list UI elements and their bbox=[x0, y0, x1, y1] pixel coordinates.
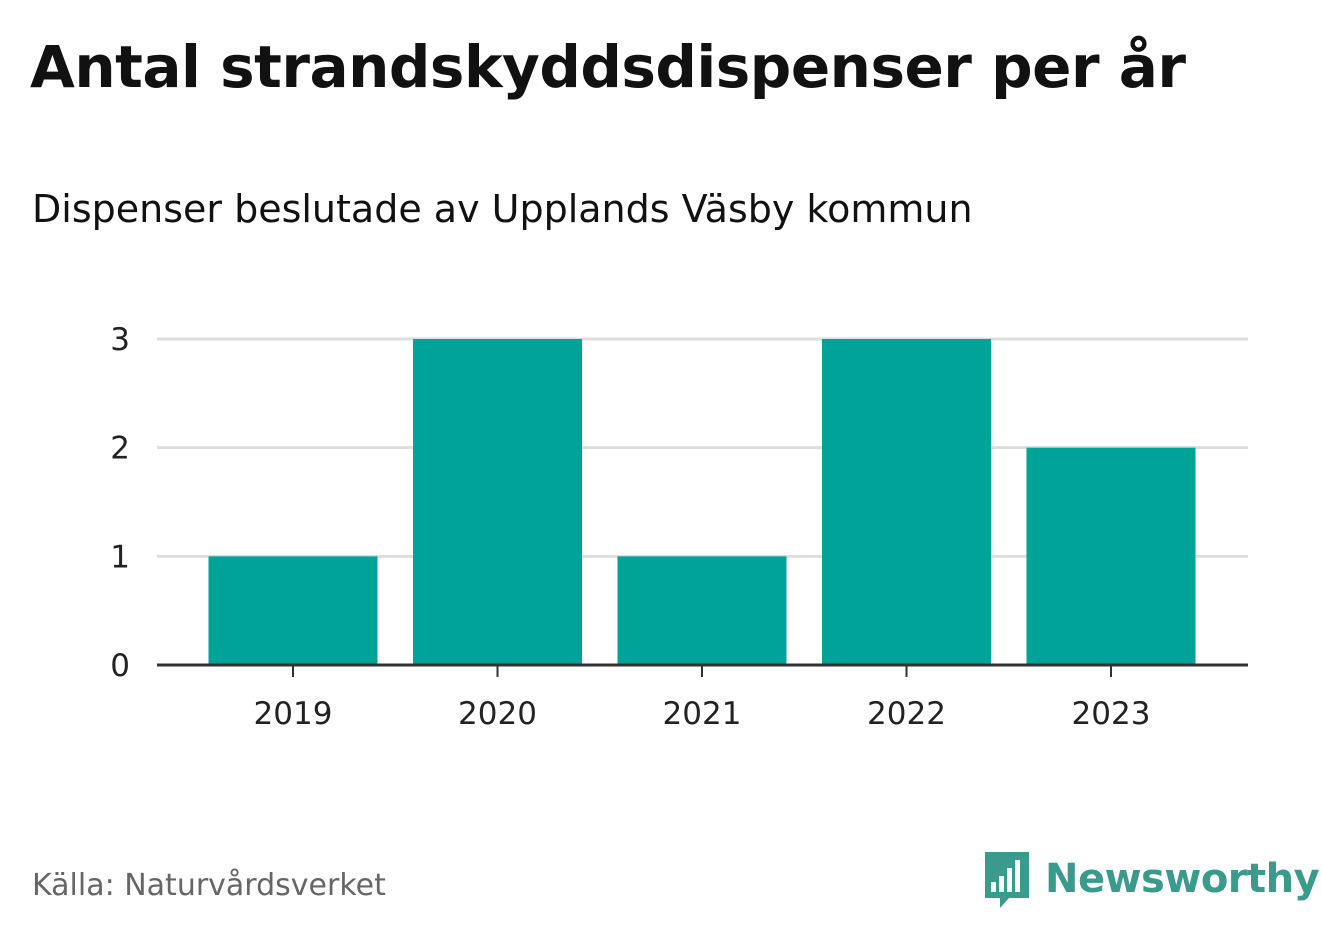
x-tick-label: 2020 bbox=[458, 696, 537, 732]
brand-name: Newsworthy bbox=[1045, 856, 1320, 902]
y-tick-label: 1 bbox=[110, 539, 130, 575]
y-tick-label: 3 bbox=[110, 322, 130, 358]
x-tick-label: 2023 bbox=[1072, 696, 1151, 732]
bar-2023 bbox=[1026, 447, 1196, 665]
chart-subtitle: Dispenser beslutade av Upplands Väsby ko… bbox=[32, 187, 973, 231]
y-tick-label: 0 bbox=[110, 648, 130, 684]
y-tick-label: 2 bbox=[110, 431, 130, 467]
source-note: Källa: Naturvårdsverket bbox=[32, 868, 386, 903]
bar-2020 bbox=[413, 339, 582, 665]
x-tick-label: 2019 bbox=[254, 696, 333, 732]
bar-2019 bbox=[208, 556, 378, 665]
x-axis-tick-labels: 2019 2020 2021 2022 2023 bbox=[254, 696, 1151, 732]
chart-title: Antal strandskyddsdispenser per år bbox=[30, 33, 1186, 101]
x-tick-label: 2021 bbox=[663, 696, 742, 732]
bar-2022 bbox=[822, 339, 991, 665]
x-axis bbox=[157, 663, 1248, 677]
x-tick-label: 2022 bbox=[867, 696, 946, 732]
bar-chart-speech-bubble-icon bbox=[985, 852, 1029, 908]
bars bbox=[208, 339, 1196, 665]
brand-logo: Newsworthy bbox=[981, 848, 1320, 910]
y-axis-tick-labels: 0 1 2 3 bbox=[110, 322, 130, 684]
bar-2021 bbox=[617, 556, 787, 665]
